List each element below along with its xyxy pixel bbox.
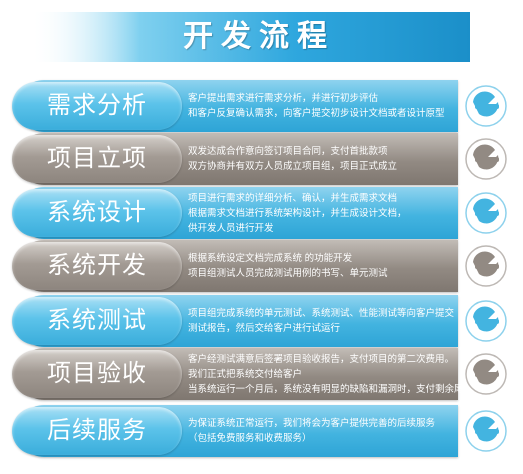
step-description-line: （包括免费服务和收费服务） [188,433,312,444]
step-pill [12,82,182,130]
step-description-line: 和客户反复确认需求，向客户提交初步设计文档或者设计原型 [188,108,445,119]
step-row: 系统设计 项目进行需求的详细分析、确认，并生成需求文档 根据需求文档进行系统架构设计… [12,187,517,239]
step-icon [457,238,515,294]
step-description-line: 双方协商并有双方人员成立项目组，项目正式成立 [188,161,398,172]
step-label: 系统测试 [47,307,147,334]
step-description: 双发达成合作意向签订项目合同，支付首批款项 双方协商并有双方人员成立项目组，项目正… [188,133,456,185]
step-label: 需求分析 [47,92,147,119]
step-label: 系统开发 [47,252,147,279]
wrench-icon [463,83,509,129]
step-description: 项目进行需求的详细分析、确认，并生成需求文档 根据需求文档进行系统架构设计，并生成… [188,187,456,239]
step-description-line: 测试报告，然后交给客户进行试运行 [188,323,341,334]
wrench-icon [463,298,509,344]
step-description-line: 为保证系统正常运行，我们将会为客户提供完善的后续服务 [188,418,436,429]
step-description-line: 双发达成合作意向签订项目合同，支付首批款项 [188,146,388,157]
wrench-icon [463,243,509,289]
step-label: 项目验收 [47,360,147,387]
step-pill [12,242,182,290]
step-description-line: 我们正式把系统交付给客户 [188,368,303,380]
step-pill [12,407,182,455]
step-description-line: 客户提出需求进行需求分析，并进行初步评估 [188,93,379,104]
step-pill [12,189,182,237]
step-pill [12,135,182,183]
step-pill [12,350,182,398]
step-description-line: 客户经测试满意后签署项目验收报告，支付项目的第二次费用。 [188,353,455,365]
step-row: 系统测试 项目组完成系统的单元测试、系统测试、性能测试等向客户提交 测试报告，然后交… [12,295,517,347]
step-pill [12,297,182,345]
step-label: 后续服务 [47,417,147,444]
step-icon [457,403,515,459]
step-row: 项目验收 客户经测试满意后签署项目验收报告，支付项目的第二次费用。 我们正式把系统交… [12,348,517,400]
step-description-line: 项目组测试人员完成测试用例的书写、单元测试 [188,268,388,279]
wrench-icon [463,136,509,182]
step-description-line: 当系统运行一个月后，系统没有明显的缺陷和漏洞时，支付剩余尾款 [188,383,474,395]
step-icon [457,293,515,349]
step-description: 为保证系统正常运行，我们将会为客户提供完善的后续服务 （包括免费服务和收费服务） [188,405,456,457]
step-row: 系统开发 根据系统设定文档完成系统 的功能开发项目组测试人员完成测试用例的书写、单… [12,240,517,292]
step-description-line: 根据需求文档进行系统架构设计，并生成设计文档， [188,207,407,219]
step-row: 后续服务 为保证系统正常运行，我们将会为客户提供完善的后续服务 （包括免费服务和收费… [12,405,517,457]
step-label: 系统设计 [47,199,147,226]
step-description: 根据系统设定文档完成系统 的功能开发项目组测试人员完成测试用例的书写、单元测试 [188,240,456,292]
step-description: 客户提出需求进行需求分析，并进行初步评估和客户反复确认需求，向客户提交初步设计文… [188,80,456,132]
wrench-icon [463,408,509,454]
wrench-icon [463,190,509,236]
step-icon [457,185,515,241]
step-description-line: 项目组完成系统的单元测试、系统测试、性能测试等向客户提交 [188,308,455,319]
page-title: 开发流程 [183,20,335,53]
step-icon [457,78,515,134]
step-row: 项目立项 双发达成合作意向签订项目合同，支付首批款项 双方协商并有双方人员成立项目组… [12,133,517,185]
step-row: 需求分析 客户提出需求进行需求分析，并进行初步评估和客户反复确认需求，向客户提交初… [12,80,517,132]
step-icon [457,346,515,402]
step-description-line: 项目进行需求的详细分析、确认，并生成需求文档 [188,192,398,204]
title-banner: 开发流程 [30,10,488,64]
step-description: 客户经测试满意后签署项目验收报告，支付项目的第二次费用。 我们正式把系统交付给客户… [188,348,474,400]
step-label: 项目立项 [47,145,147,172]
step-description-line: 根据系统设定文档完成系统 的功能开发 [188,253,353,264]
step-description-line: 供开发人员进行开发 [188,222,274,234]
wrench-icon [463,351,509,397]
step-description: 项目组完成系统的单元测试、系统测试、性能测试等向客户提交 测试报告，然后交给客户进… [188,295,456,347]
step-icon [457,131,515,187]
title-banner-shape [30,12,470,62]
